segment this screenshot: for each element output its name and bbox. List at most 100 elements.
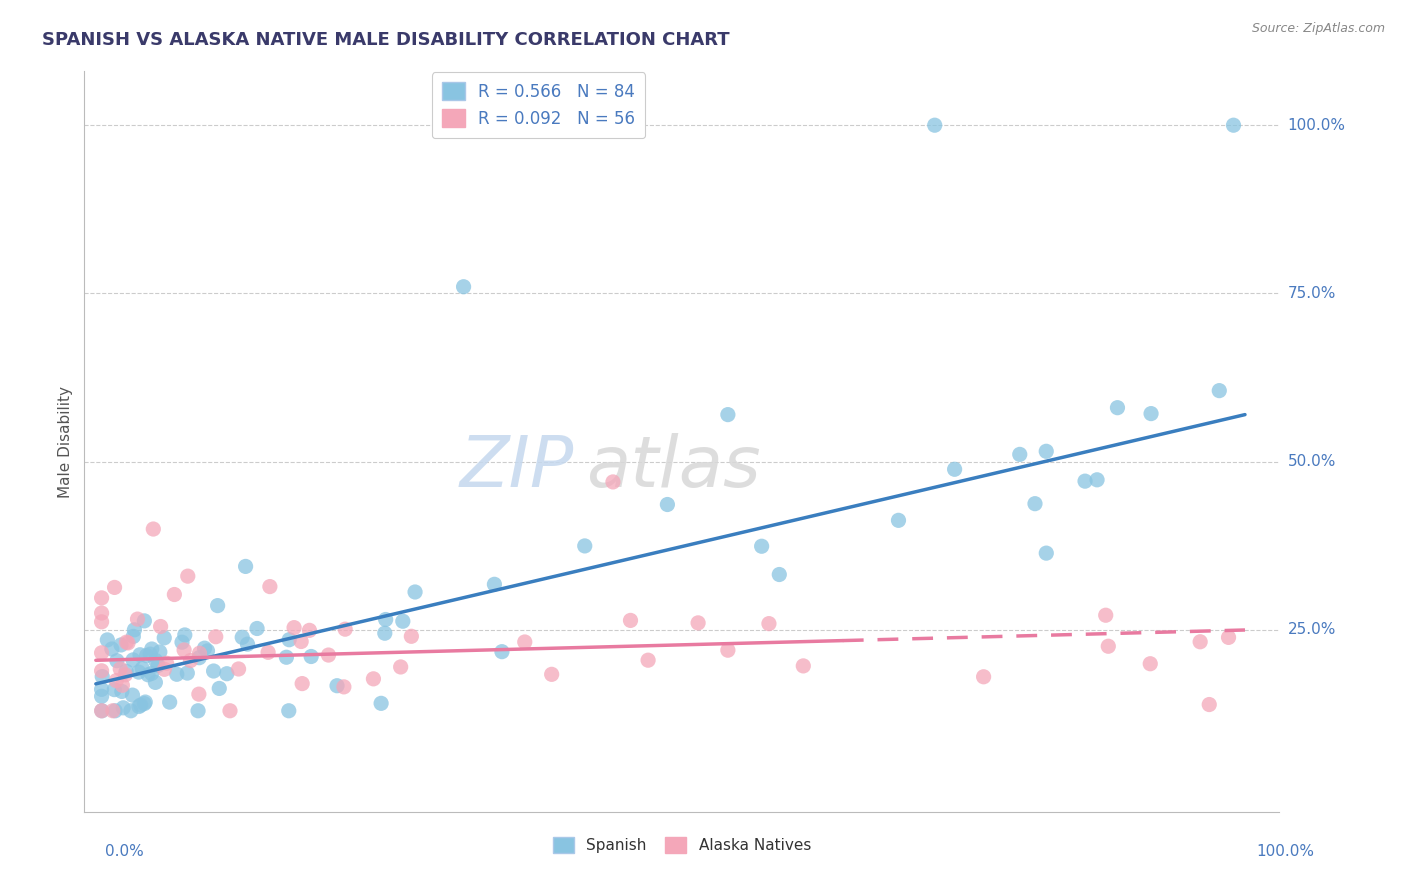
Spanish <box>145 653 167 667</box>
Alaska Natives <box>1094 608 1116 623</box>
Spanish <box>1107 401 1129 415</box>
Alaska Natives <box>90 646 112 660</box>
Spanish <box>392 614 415 628</box>
Alaska Natives <box>318 648 340 662</box>
Spanish <box>236 637 259 651</box>
Alaska Natives <box>540 667 562 681</box>
Spanish <box>202 664 225 678</box>
Spanish <box>128 665 150 679</box>
Text: Source: ZipAtlas.com: Source: ZipAtlas.com <box>1251 22 1385 36</box>
Spanish <box>128 699 150 714</box>
Spanish <box>105 654 128 668</box>
Alaska Natives <box>283 621 305 635</box>
Spanish <box>121 688 143 702</box>
Alaska Natives <box>204 630 226 644</box>
Spanish <box>215 666 238 681</box>
Text: 25.0%: 25.0% <box>1288 623 1336 638</box>
Spanish <box>1208 384 1230 398</box>
Spanish <box>370 696 392 710</box>
Spanish <box>170 635 193 649</box>
Spanish <box>103 682 125 697</box>
Alaska Natives <box>105 673 128 688</box>
Spanish <box>136 667 159 681</box>
Spanish <box>122 653 145 667</box>
Spanish <box>404 585 426 599</box>
Spanish <box>110 638 132 652</box>
Spanish <box>208 681 231 696</box>
Spanish <box>491 645 513 659</box>
Spanish <box>115 665 138 679</box>
Text: 0.0%: 0.0% <box>105 845 145 859</box>
Alaska Natives <box>188 646 211 660</box>
Spanish <box>768 567 790 582</box>
Alaska Natives <box>363 672 385 686</box>
Alaska Natives <box>153 662 176 676</box>
Spanish <box>1008 447 1031 461</box>
Spanish <box>278 632 301 647</box>
Alaska Natives <box>637 653 659 667</box>
Spanish <box>1074 474 1097 488</box>
Spanish <box>146 658 169 673</box>
Spanish <box>887 513 910 527</box>
Spanish <box>1140 407 1163 421</box>
Spanish <box>751 539 773 553</box>
Spanish <box>134 614 156 628</box>
Alaska Natives <box>115 635 138 649</box>
Alaska Natives <box>1198 698 1220 712</box>
Spanish <box>374 613 396 627</box>
Spanish <box>717 408 740 422</box>
Alaska Natives <box>513 635 536 649</box>
Alaska Natives <box>163 587 186 601</box>
Spanish <box>134 697 156 711</box>
Alaska Natives <box>1097 639 1119 653</box>
Spanish <box>111 684 134 698</box>
Alaska Natives <box>717 643 740 657</box>
Alaska Natives <box>973 670 995 684</box>
Alaska Natives <box>1218 631 1240 645</box>
Text: 100.0%: 100.0% <box>1288 118 1346 133</box>
Spanish <box>574 539 596 553</box>
Alaska Natives <box>90 606 112 620</box>
Spanish <box>96 632 118 647</box>
Spanish <box>145 675 167 690</box>
Alaska Natives <box>142 522 165 536</box>
Spanish <box>231 630 253 644</box>
Alaska Natives <box>114 667 136 681</box>
Spanish <box>166 667 188 681</box>
Alaska Natives <box>187 687 209 701</box>
Alaska Natives <box>758 616 780 631</box>
Alaska Natives <box>90 615 112 629</box>
Spanish <box>657 498 679 512</box>
Spanish <box>924 118 946 132</box>
Spanish <box>149 645 172 659</box>
Alaska Natives <box>177 569 200 583</box>
Spanish <box>176 666 198 681</box>
Spanish <box>188 650 211 665</box>
Alaska Natives <box>619 614 641 628</box>
Spanish <box>90 704 112 718</box>
Spanish <box>326 679 349 693</box>
Alaska Natives <box>90 664 112 678</box>
Spanish <box>104 704 127 718</box>
Spanish <box>276 650 298 665</box>
Spanish <box>159 695 181 709</box>
Alaska Natives <box>90 704 112 718</box>
Text: SPANISH VS ALASKA NATIVE MALE DISABILITY CORRELATION CHART: SPANISH VS ALASKA NATIVE MALE DISABILITY… <box>42 31 730 49</box>
Spanish <box>90 690 112 704</box>
Spanish <box>129 698 152 712</box>
Alaska Natives <box>688 615 710 630</box>
Spanish <box>207 599 229 613</box>
Spanish <box>1085 473 1108 487</box>
Spanish <box>1035 546 1057 560</box>
Spanish <box>484 577 506 591</box>
Spanish <box>124 623 146 637</box>
Spanish <box>374 626 396 640</box>
Spanish <box>1222 118 1244 132</box>
Alaska Natives <box>90 591 112 605</box>
Alaska Natives <box>228 662 250 676</box>
Spanish <box>139 647 162 661</box>
Text: 50.0%: 50.0% <box>1288 454 1336 469</box>
Legend: Spanish, Alaska Natives: Spanish, Alaska Natives <box>547 830 817 860</box>
Spanish <box>197 644 219 658</box>
Alaska Natives <box>389 660 412 674</box>
